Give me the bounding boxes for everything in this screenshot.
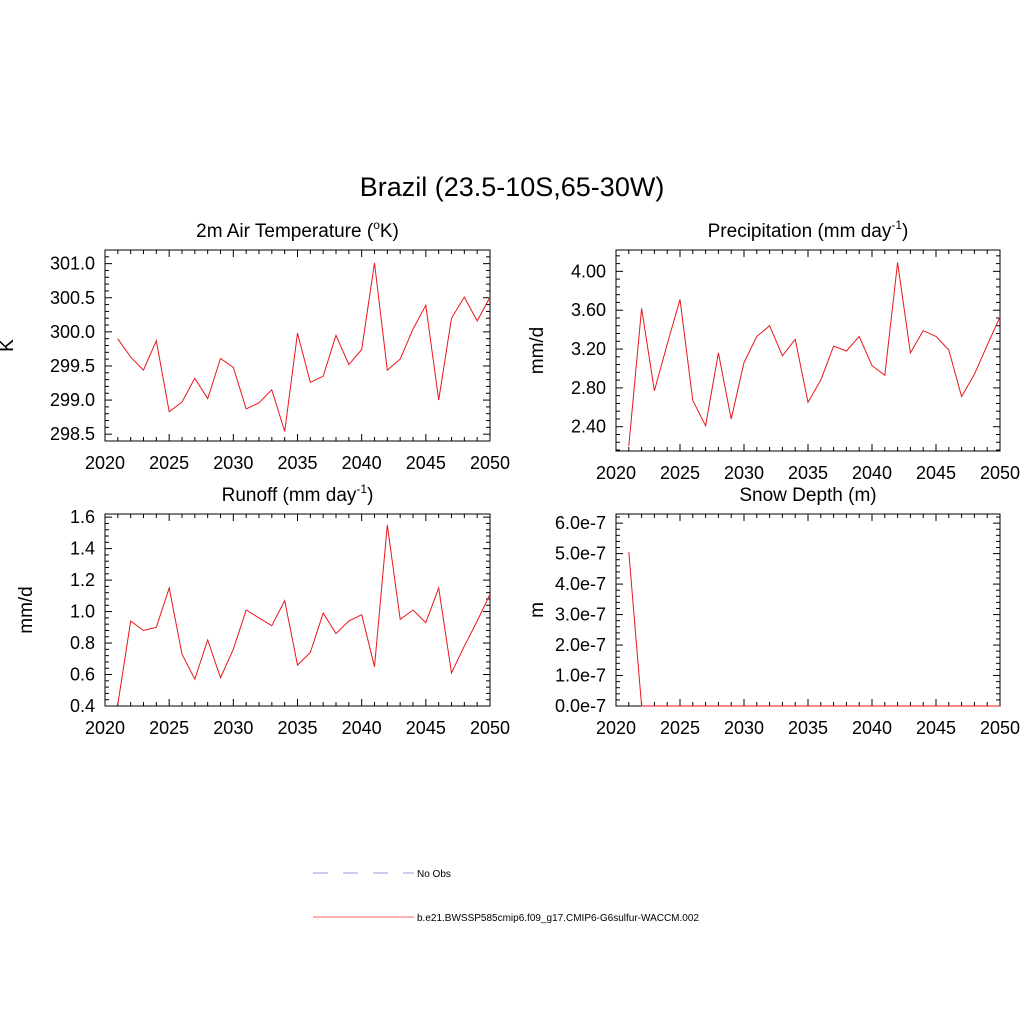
series-line [117,262,491,432]
y-tick-label: 1.0 [70,602,95,622]
x-tick-label: 2030 [724,718,764,738]
series-line [628,552,1000,707]
y-axis-label: mm/d [16,586,37,634]
figure-title: Brazil (23.5-10S,65-30W) [360,172,665,202]
x-tick-label: 2030 [724,463,764,483]
legend-label: b.e21.BWSSP585cmip6.f09_g17.CMIP6-G6sulf… [417,913,699,924]
y-tick-label: 3.20 [571,339,606,359]
panel-title: Snow Depth (m) [739,485,876,506]
plot-frame [104,513,491,707]
panel-title: 2m Air Temperature (oK) [196,218,399,242]
x-tick-label: 2045 [406,718,446,738]
y-tick-label: 0.4 [70,696,95,716]
x-tick-label: 2050 [470,453,510,473]
x-tick-label: 2020 [85,718,125,738]
x-tick-label: 2050 [470,718,510,738]
x-tick-label: 2020 [85,453,125,473]
x-tick-label: 2035 [277,453,317,473]
x-tick-label: 2025 [660,463,700,483]
y-axis-label: K [0,339,18,352]
x-tick-label: 2030 [213,718,253,738]
panel-title-base: 2m Air Temperature ( [196,221,374,242]
panel-title-rest: ) [367,485,373,506]
panel-title: Precipitation (mm day-1) [708,218,909,242]
plot-frame [615,513,1001,707]
series-line [628,262,1001,447]
plot-frame [615,249,1001,452]
panel-title-sup: o [373,218,380,232]
x-tick-label: 2045 [916,718,956,738]
panel-title-base: Snow Depth (m) [739,485,876,506]
legend: No Obs b.e21.BWSSP585cmip6.f09_g17.CMIP6-… [313,869,699,924]
x-tick-label: 2040 [852,718,892,738]
y-tick-label: 6.0e-7 [555,513,606,533]
x-tick-label: 2025 [149,453,189,473]
x-tick-label: 2025 [660,718,700,738]
y-tick-label: 1.4 [70,539,95,559]
panel-title-sup: -1 [891,218,902,232]
panel-title: Runoff (mm day-1) [222,482,374,506]
y-axis-label: mm/d [527,327,548,375]
y-tick-label: 0.8 [70,633,95,653]
panel-title-rest: ) [902,221,908,242]
y-tick-label: 1.0e-7 [555,666,606,686]
chart-panel-1: 2m Air Temperature (oK) 2020 2025 2030 2035 2… [0,218,510,473]
x-tick-label: 2050 [980,463,1020,483]
y-tick-label: 300.5 [50,288,95,308]
y-tick-label: 2.0e-7 [555,635,606,655]
x-tick-label: 2045 [916,463,956,483]
y-tick-label: 299.5 [50,356,95,376]
y-tick-label: 299.0 [50,390,95,410]
x-tick-label: 2035 [277,718,317,738]
y-tick-label: 2.40 [571,417,606,437]
x-tick-label: 2030 [213,453,253,473]
x-tick-label: 2040 [342,453,382,473]
y-tick-label: 4.00 [571,261,606,281]
y-tick-label: 300.0 [50,322,95,342]
y-tick-label: 5.0e-7 [555,544,606,564]
series-line [117,524,491,705]
y-tick-label: 3.0e-7 [555,605,606,625]
x-tick-label: 2025 [149,718,189,738]
y-tick-label: 0.6 [70,665,95,685]
plot-frame [104,249,491,442]
chart-panel-4: Snow Depth (m) 2020 2025 2030 2035 2040 2045 20… [527,485,1020,738]
y-tick-label: 301.0 [50,254,95,274]
x-tick-label: 2050 [980,718,1020,738]
panel-title-sup: -1 [356,482,367,496]
y-tick-label: 1.2 [70,570,95,590]
y-axis-label: m [527,602,548,618]
x-tick-label: 2020 [596,463,636,483]
y-tick-label: 1.6 [70,507,95,527]
y-tick-label: 2.80 [571,378,606,398]
panel-title-rest: K) [380,221,399,242]
panel-title-base: Precipitation (mm day [708,221,892,242]
y-tick-label: 0.0e-7 [555,696,606,716]
x-tick-label: 2035 [788,718,828,738]
x-tick-label: 2035 [788,463,828,483]
chart-panel-3: Runoff (mm day-1) 2020 2025 2030 2035 2040 204… [16,482,510,738]
x-tick-label: 2040 [852,463,892,483]
panels: 2m Air Temperature (oK)2020 2025 2030 2035 2… [0,218,1020,738]
y-tick-label: 298.5 [50,424,95,444]
x-tick-label: 2020 [596,718,636,738]
y-tick-label: 4.0e-7 [555,574,606,594]
x-tick-label: 2040 [342,718,382,738]
y-tick-label: 3.60 [571,300,606,320]
x-tick-label: 2045 [406,453,446,473]
chart-panel-2: Precipitation (mm day-1) 2020 2025 2030 2035… [527,218,1020,483]
panel-title-base: Runoff (mm day [222,485,357,506]
legend-label: No Obs [417,869,451,880]
